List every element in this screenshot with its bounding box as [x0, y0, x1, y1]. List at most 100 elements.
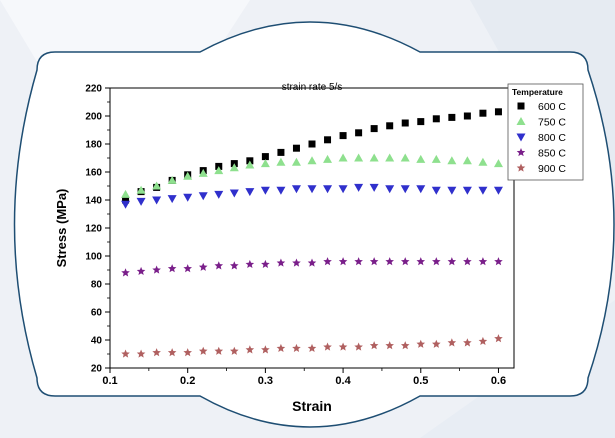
data-point	[229, 163, 239, 172]
data-point	[261, 345, 270, 354]
data-point	[339, 132, 347, 140]
data-point	[416, 257, 426, 266]
legend-marker	[516, 133, 526, 142]
data-point	[416, 339, 426, 348]
data-point	[478, 157, 488, 166]
y-axis: 20 40 60 80 100 120 140 160 180 200 220	[85, 84, 110, 375]
data-point	[369, 341, 379, 350]
data-point	[478, 257, 488, 266]
data-point	[478, 336, 488, 346]
data-point	[338, 342, 348, 351]
data-point	[245, 160, 255, 169]
data-point	[214, 166, 224, 175]
data-point	[198, 168, 208, 177]
data-point	[462, 156, 472, 165]
data-point	[136, 349, 146, 358]
x-tick-label: 0.2	[180, 375, 195, 387]
data-point	[292, 258, 301, 267]
data-point	[183, 171, 193, 180]
data-point	[463, 257, 472, 266]
data-point	[167, 175, 177, 184]
y-tick-label: 20	[91, 364, 103, 375]
legend-marker	[517, 102, 525, 110]
series-900-c	[121, 334, 503, 358]
data-point	[121, 349, 130, 358]
plot-area	[109, 87, 515, 369]
x-axis: 0.1 0.2 0.3 0.4 0.5 0.6	[102, 368, 506, 387]
data-point	[307, 343, 317, 353]
data-point	[448, 113, 456, 121]
data-point	[214, 190, 224, 199]
data-point	[369, 183, 379, 192]
x-tick-label: 0.1	[102, 375, 117, 387]
data-point	[493, 186, 503, 195]
data-point	[338, 153, 348, 162]
data-point	[121, 268, 130, 277]
data-point	[183, 264, 192, 273]
data-point	[385, 153, 395, 162]
data-point	[338, 257, 348, 266]
data-point	[416, 154, 426, 163]
data-point	[431, 186, 441, 195]
data-point	[307, 185, 317, 194]
data-point	[307, 258, 317, 267]
legend: Temperature 600 C 750 C 800 C 850 C 900 C	[507, 83, 584, 181]
y-tick-label: 80	[91, 280, 103, 291]
y-tick-label: 220	[85, 84, 102, 95]
data-point	[447, 257, 457, 266]
data-point	[245, 345, 255, 354]
data-point	[355, 129, 363, 137]
data-point	[136, 185, 146, 194]
data-point	[401, 119, 409, 127]
data-point	[307, 156, 317, 165]
data-point	[183, 193, 193, 202]
data-point	[494, 108, 502, 116]
data-point	[354, 257, 363, 266]
data-point	[447, 156, 457, 165]
data-point	[276, 343, 286, 353]
data-point	[447, 338, 457, 347]
legend-title: Temperature	[512, 87, 563, 97]
series-750-c	[121, 153, 503, 198]
data-point	[260, 159, 270, 168]
data-point	[493, 159, 503, 168]
legend-items: 600 C 750 C 800 C 850 C 900 C	[516, 101, 566, 175]
data-point	[323, 257, 332, 266]
data-point	[230, 346, 239, 355]
data-point	[261, 153, 269, 161]
data-point	[291, 157, 301, 166]
series-600-c	[122, 108, 502, 204]
legend-marker	[516, 148, 526, 157]
data-point	[323, 154, 333, 163]
legend-label: 900 C	[538, 163, 566, 175]
legend-marker	[516, 163, 526, 172]
data-point	[230, 261, 239, 270]
data-point	[416, 185, 426, 194]
data-point	[121, 189, 131, 198]
data-point	[431, 154, 441, 163]
x-tick-label: 0.3	[258, 375, 273, 387]
data-point	[323, 185, 333, 194]
data-point	[385, 257, 394, 266]
data-point	[354, 183, 364, 192]
series-800-c	[121, 183, 503, 209]
y-tick-label: 160	[85, 168, 102, 179]
y-tick-label: 180	[85, 140, 102, 151]
plot-frame	[109, 87, 515, 369]
data-point	[183, 348, 192, 357]
data-point	[432, 339, 441, 348]
x-tick-label: 0.4	[335, 375, 351, 387]
data-point	[370, 125, 378, 133]
data-point	[245, 188, 255, 197]
data-point	[369, 257, 379, 266]
data-point	[400, 153, 410, 162]
data-point	[121, 200, 131, 209]
data-point	[432, 257, 441, 266]
data-point	[122, 196, 130, 204]
data-point	[167, 264, 177, 273]
legend-marker	[516, 117, 526, 125]
data-point	[386, 122, 394, 130]
data-point	[494, 257, 503, 266]
